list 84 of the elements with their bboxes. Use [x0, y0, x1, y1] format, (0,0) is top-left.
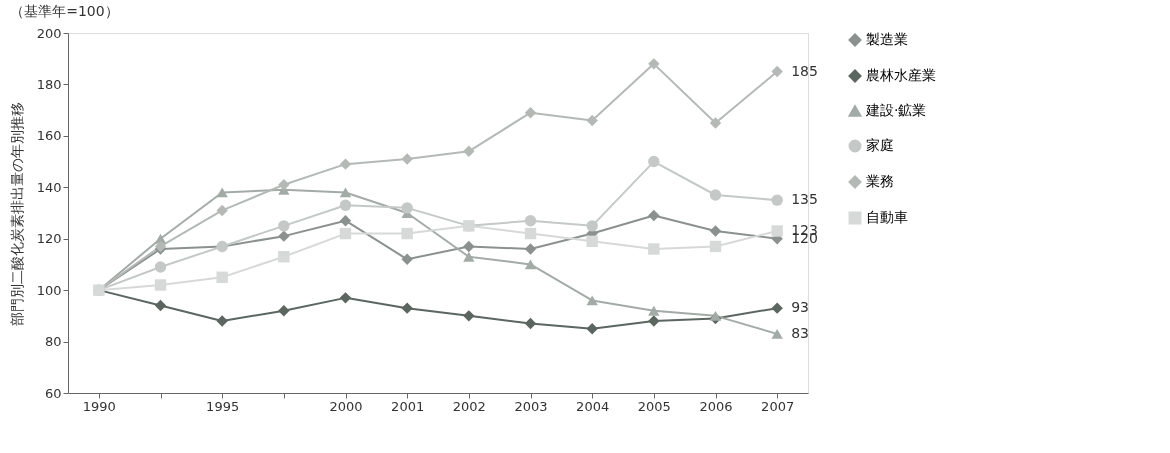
y-tick-label: 140	[36, 179, 62, 195]
point	[339, 215, 352, 227]
x-tick-label: 2007	[761, 398, 795, 414]
x-tick-label: 2001	[391, 398, 425, 414]
point	[401, 153, 413, 165]
point	[709, 240, 722, 253]
y-axis-title: 部門別二酸化炭素排出量の年別推移	[8, 101, 25, 326]
point	[586, 235, 598, 247]
point	[586, 114, 598, 127]
point	[278, 220, 290, 232]
point	[524, 227, 537, 240]
point	[648, 209, 660, 222]
legend-label: 業務	[866, 173, 894, 189]
point	[216, 315, 228, 327]
point	[586, 220, 598, 232]
point	[771, 328, 783, 339]
point	[278, 251, 290, 263]
point	[154, 279, 167, 291]
point	[648, 243, 660, 255]
point	[463, 240, 475, 253]
point	[339, 187, 352, 198]
data-label: 83	[791, 324, 809, 341]
point	[709, 117, 722, 129]
point	[278, 230, 290, 242]
point	[339, 292, 352, 304]
point	[709, 189, 722, 201]
point	[648, 58, 660, 70]
point	[339, 158, 352, 170]
point	[463, 310, 475, 322]
point	[463, 251, 475, 262]
point	[648, 155, 660, 168]
y-tick-label: 120	[36, 231, 62, 247]
y-tick-label: 100	[36, 282, 62, 298]
point	[586, 323, 598, 335]
y-tick-label: 60	[44, 385, 62, 401]
point	[648, 305, 660, 316]
point	[339, 227, 352, 240]
x-tick-label: 2002	[452, 398, 486, 414]
data-label: 135	[791, 191, 818, 208]
x-tick-label: 2000	[329, 398, 363, 414]
point	[524, 107, 537, 119]
point	[709, 310, 722, 321]
point	[154, 299, 167, 312]
data-label: 93	[791, 299, 809, 316]
point	[216, 204, 228, 217]
point	[648, 315, 660, 327]
point	[771, 65, 783, 78]
x-tick-label: 1990	[82, 398, 116, 414]
y-tick-label: 160	[36, 128, 62, 144]
legend-label: 農林水産業	[866, 67, 936, 83]
point	[524, 317, 537, 330]
point	[216, 271, 228, 283]
point	[463, 145, 475, 157]
point	[524, 259, 537, 270]
x-tick-label: 2005	[637, 398, 671, 414]
point	[524, 215, 537, 227]
y-tick-label: 180	[36, 76, 62, 92]
data-label: 185	[791, 62, 818, 79]
point	[524, 243, 537, 255]
point	[216, 187, 228, 198]
x-tick-label: 2006	[699, 398, 733, 414]
text: （基準年=100）	[10, 3, 119, 19]
point	[278, 305, 290, 317]
point	[278, 179, 290, 191]
point	[401, 302, 413, 314]
point	[771, 194, 783, 206]
legend-label: 自動車	[866, 209, 908, 225]
y-tick-label: 200	[36, 25, 62, 41]
x-tick-label: 2004	[576, 398, 610, 414]
x-tick-label: 2003	[514, 398, 548, 414]
y-tick-label: 80	[44, 334, 62, 350]
point	[771, 302, 783, 314]
point	[401, 227, 413, 240]
point	[154, 261, 167, 273]
point	[401, 253, 413, 265]
point	[771, 225, 783, 237]
point	[339, 199, 352, 211]
legend-label: 製造業	[866, 31, 908, 47]
legend-label: 家庭	[866, 137, 894, 153]
point	[709, 225, 722, 237]
x-tick-label: 1995	[206, 398, 240, 414]
legend-label: 建設·鉱業	[865, 102, 927, 118]
point	[586, 295, 598, 306]
point	[401, 202, 413, 214]
